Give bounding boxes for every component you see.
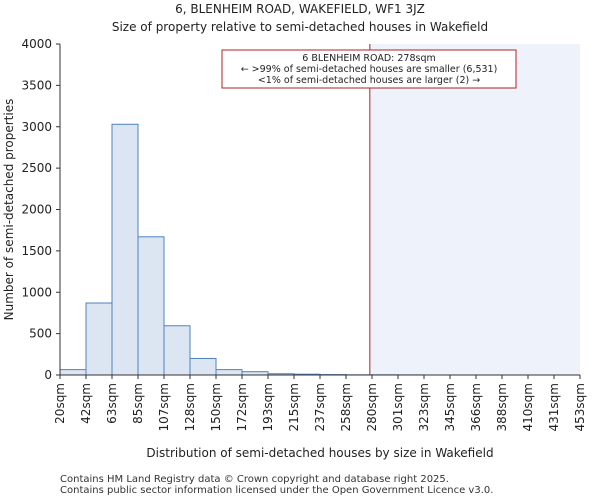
x-tick-label: 42sqm xyxy=(79,383,93,424)
annotation-box xyxy=(221,49,517,89)
footer-copyright: Contains HM Land Registry data © Crown c… xyxy=(60,474,449,485)
x-tick-label: 128sqm xyxy=(183,383,197,431)
y-tick-label: 2500 xyxy=(21,161,52,175)
x-tick-label: 172sqm xyxy=(235,383,249,431)
x-tick-label: 237sqm xyxy=(313,383,327,431)
histogram-bar xyxy=(215,369,243,376)
histogram-bar xyxy=(189,357,217,376)
histogram-bar xyxy=(85,302,113,376)
x-tick-label: 345sqm xyxy=(443,383,457,431)
x-tick-label: 323sqm xyxy=(417,383,431,431)
x-tick-label: 388sqm xyxy=(495,383,509,431)
y-axis-title: Number of semi-detached properties xyxy=(2,99,16,321)
annotation-line: 6 BLENHEIM ROAD: 278sqm xyxy=(302,53,435,64)
x-axis-title: Distribution of semi-detached houses by … xyxy=(146,446,493,460)
y-tick-label: 0 xyxy=(44,368,52,382)
y-tick-label: 2000 xyxy=(21,203,52,217)
x-tick-label: 431sqm xyxy=(547,383,561,431)
histogram-bar xyxy=(163,325,191,376)
x-tick-label: 258sqm xyxy=(339,383,353,431)
x-tick-label: 215sqm xyxy=(287,383,301,431)
x-tick-label: 193sqm xyxy=(261,383,275,431)
footer-licence: Contains public sector information licen… xyxy=(60,485,494,496)
y-tick-label: 3500 xyxy=(21,78,52,92)
x-tick-label: 63sqm xyxy=(105,383,119,424)
chart-title: 6, BLENHEIM ROAD, WAKEFIELD, WF1 3JZ xyxy=(175,2,425,16)
x-tick-label: 453sqm xyxy=(573,383,587,431)
histogram-bar xyxy=(111,123,139,376)
annotation-line: ← >99% of semi-detached houses are small… xyxy=(241,64,498,75)
y-tick-label: 4000 xyxy=(21,37,52,51)
x-tick-label: 85sqm xyxy=(131,383,145,424)
x-tick-label: 150sqm xyxy=(209,383,223,431)
x-tick-label: 20sqm xyxy=(53,383,67,424)
x-tick-label: 107sqm xyxy=(157,383,171,431)
y-tick-label: 1500 xyxy=(21,244,52,258)
chart-subtitle: Size of property relative to semi-detach… xyxy=(111,20,489,34)
y-tick-label: 1000 xyxy=(21,285,52,299)
annotation-line: <1% of semi-detached houses are larger (… xyxy=(258,75,480,86)
histogram-bar xyxy=(59,369,87,376)
histogram-bar xyxy=(137,236,165,376)
y-tick-label: 500 xyxy=(29,327,52,341)
x-tick-label: 366sqm xyxy=(469,383,483,431)
x-tick-label: 301sqm xyxy=(391,383,405,431)
x-tick-label: 280sqm xyxy=(365,383,379,431)
y-tick-label: 3000 xyxy=(21,120,52,134)
x-tick-label: 410sqm xyxy=(521,383,535,431)
larger-region-highlight xyxy=(369,44,580,375)
